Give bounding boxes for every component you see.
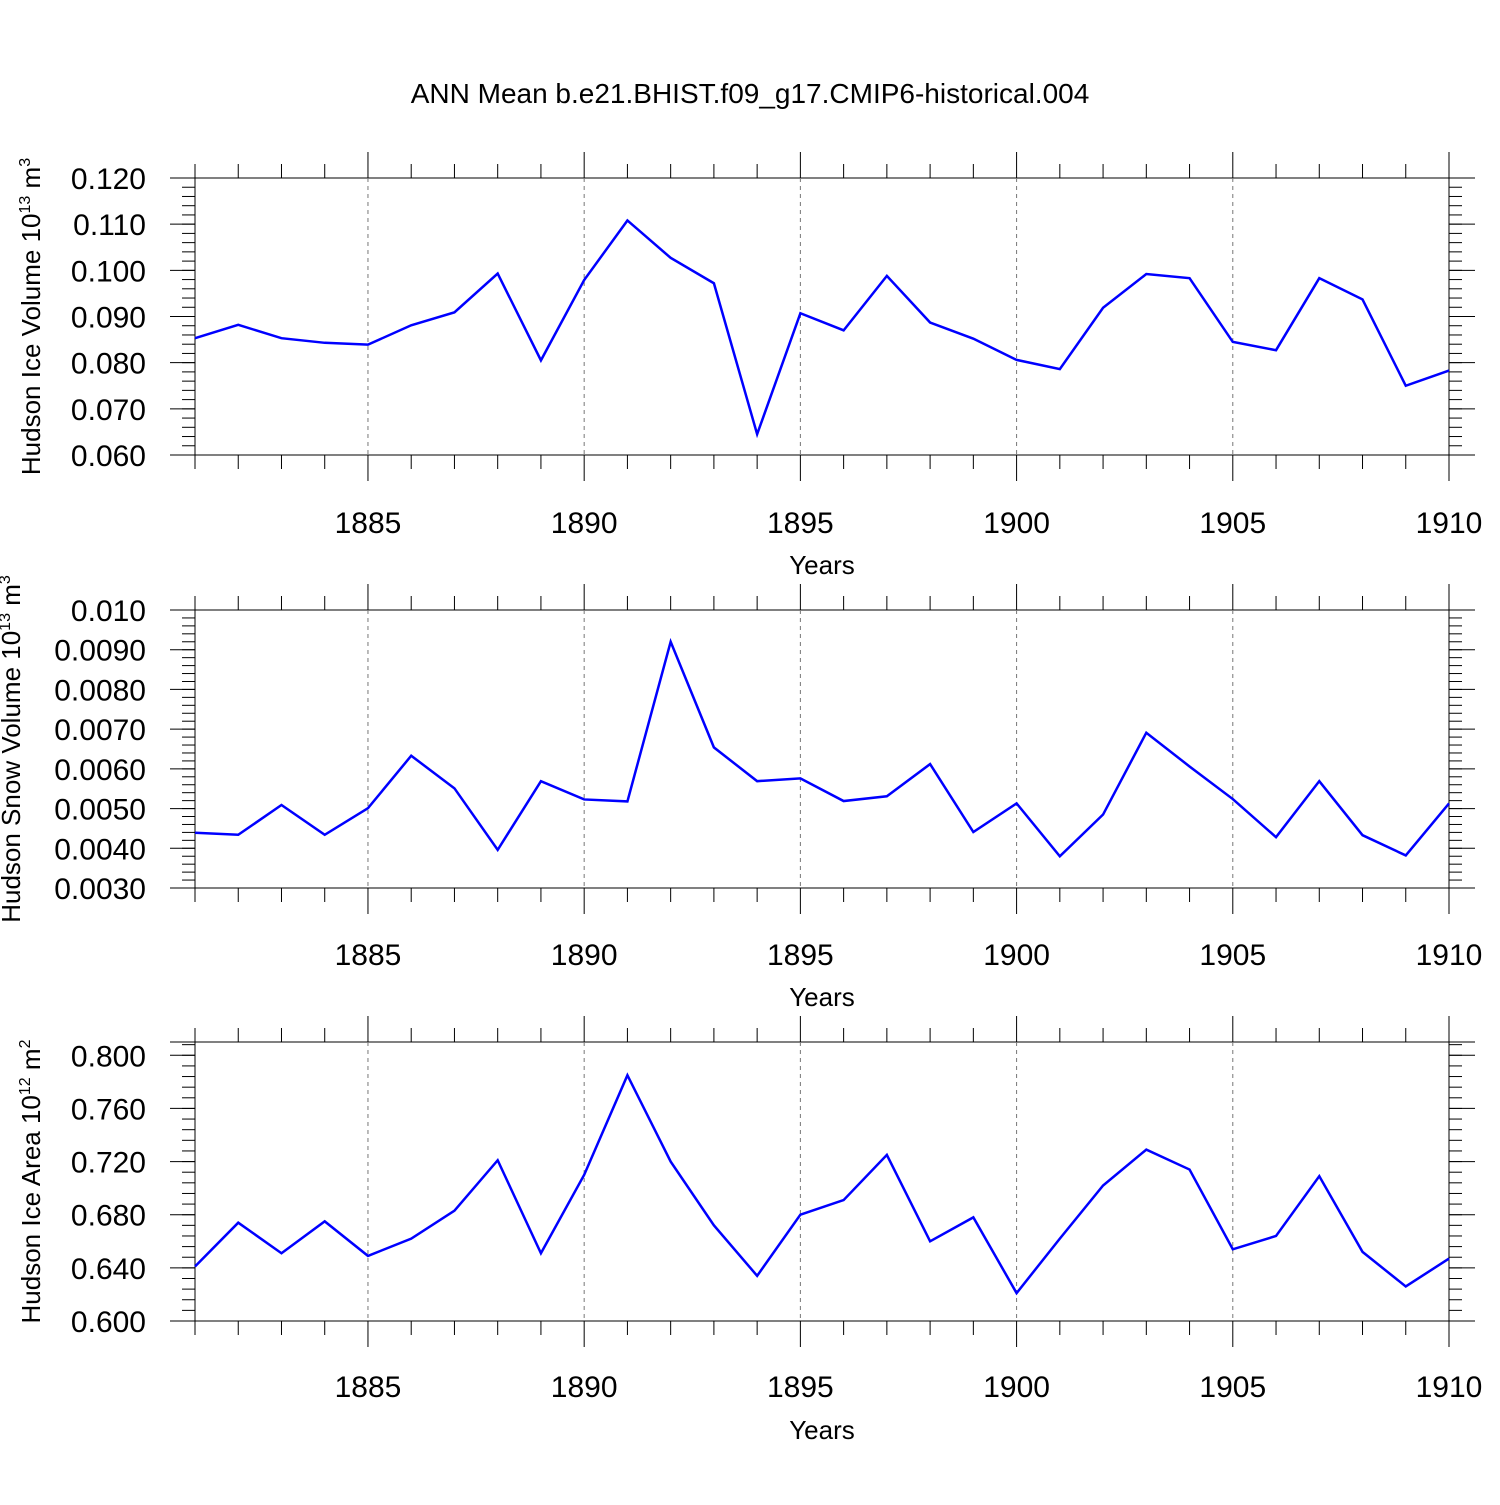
y-tick-label: 0.720 [71, 1147, 146, 1180]
y-tick-label: 0.0090 [54, 635, 146, 668]
y-tick-label: 0.760 [71, 1093, 146, 1126]
y-tick-label: 0.100 [71, 255, 146, 288]
x-tick-label: 1900 [983, 939, 1050, 972]
series-line [195, 220, 1449, 434]
x-tick-label: 1890 [551, 1371, 618, 1404]
y-tick-label: 0.800 [71, 1040, 146, 1073]
x-tick-label: 1905 [1199, 939, 1266, 972]
y-tick-label: 0.010 [71, 595, 146, 628]
y-tick-label: 0.120 [71, 163, 146, 196]
series-line [195, 642, 1449, 856]
y-tick-label: 0.0030 [54, 873, 146, 906]
x-tick-label: 1910 [1416, 1371, 1483, 1404]
y-tick-label: 0.080 [71, 348, 146, 381]
y-tick-label: 0.0040 [54, 833, 146, 866]
y-tick-label: 0.0070 [54, 714, 146, 747]
x-tick-label: 1895 [767, 507, 834, 540]
x-axis-title: Years [789, 982, 855, 1012]
x-tick-label: 1890 [551, 507, 618, 540]
x-tick-label: 1885 [335, 1371, 402, 1404]
y-axis-title: Hudson Snow Volume 1013 m3 [0, 575, 26, 923]
x-tick-label: 1890 [551, 939, 618, 972]
x-tick-label: 1905 [1199, 507, 1266, 540]
x-axis-title: Years [789, 1415, 855, 1445]
y-tick-label: 0.110 [73, 209, 146, 242]
y-tick-label: 0.640 [71, 1253, 146, 1286]
y-tick-label: 0.680 [71, 1200, 146, 1233]
y-tick-label: 0.600 [71, 1306, 146, 1339]
x-tick-label: 1900 [983, 507, 1050, 540]
x-tick-label: 1905 [1199, 1371, 1266, 1404]
x-axis-title: Years [789, 550, 855, 580]
y-axis-title: Hudson Ice Volume 1013 m3 [16, 158, 46, 475]
y-tick-label: 0.0060 [54, 754, 146, 787]
x-tick-label: 1895 [767, 1371, 834, 1404]
y-tick-label: 0.0050 [54, 794, 146, 827]
y-tick-label: 0.060 [71, 440, 146, 473]
y-tick-label: 0.090 [71, 302, 146, 335]
y-axis-title: Hudson Ice Area 1012 m2 [16, 1039, 46, 1323]
x-tick-label: 1910 [1416, 507, 1483, 540]
x-tick-label: 1900 [983, 1371, 1050, 1404]
series-line [195, 1075, 1449, 1293]
x-tick-label: 1895 [767, 939, 834, 972]
x-tick-label: 1885 [335, 939, 402, 972]
x-tick-label: 1885 [335, 507, 402, 540]
chart-title: ANN Mean b.e21.BHIST.f09_g17.CMIP6-histo… [0, 78, 1500, 110]
x-tick-label: 1910 [1416, 939, 1483, 972]
y-tick-label: 0.0080 [54, 674, 146, 707]
y-tick-label: 0.070 [71, 394, 146, 427]
